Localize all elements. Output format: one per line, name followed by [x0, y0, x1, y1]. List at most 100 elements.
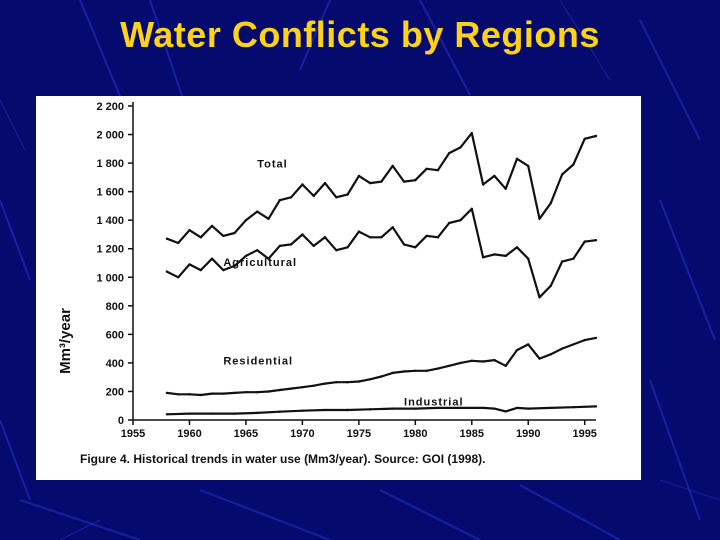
data-point-agricultural: [210, 257, 214, 260]
x-tick-label: 1970: [290, 428, 314, 440]
data-point-total: [177, 241, 180, 245]
data-point-total: [425, 167, 428, 170]
slide-title: Water Conflicts by Regions: [120, 14, 600, 55]
y-tick-label: 600: [106, 329, 124, 341]
data-point-total: [380, 180, 383, 183]
data-point-industrial: [165, 413, 169, 416]
y-tick-label: 1 800: [96, 158, 124, 170]
data-point-residential: [402, 370, 406, 373]
y-tick-label: 2 200: [96, 101, 124, 113]
data-point-residential: [572, 343, 575, 346]
x-tick-label: 1985: [460, 428, 484, 440]
data-point-total: [222, 234, 225, 238]
data-point-residential: [391, 371, 394, 375]
data-point-total: [210, 224, 214, 228]
data-point-industrial: [323, 408, 327, 412]
data-point-agricultural: [177, 276, 180, 279]
data-point-total: [549, 201, 552, 205]
data-point-residential: [583, 338, 586, 342]
data-point-total: [278, 199, 281, 202]
data-point-residential: [549, 353, 552, 356]
data-point-residential: [222, 392, 225, 395]
data-point-residential: [312, 384, 315, 387]
data-point-residential: [346, 381, 349, 384]
y-tick-label: 2 000: [96, 130, 124, 142]
data-point-industrial: [188, 412, 191, 415]
data-point-residential: [368, 378, 372, 381]
data-point-total: [448, 151, 451, 155]
data-point-total: [504, 187, 507, 190]
tick-labels: 0 200 400 600 800 1 000 1 200 1 400 1 600 1 800 2 …: [96, 101, 596, 440]
figure-caption: Figure 4. Historical trends in water use…: [80, 452, 486, 466]
data-point-agricultural: [267, 257, 270, 260]
data-point-total: [572, 163, 575, 166]
x-tick-label: 1995: [572, 428, 596, 440]
data-point-total: [346, 193, 349, 196]
data-point-residential: [256, 391, 259, 394]
y-tick-label: 1 600: [96, 187, 124, 199]
data-point-agricultural: [493, 253, 496, 256]
data-point-residential: [538, 357, 541, 360]
data-point-total: [538, 217, 541, 220]
data-point-agricultural: [244, 254, 248, 258]
data-point-agricultural: [278, 244, 281, 248]
x-tick-label: 1955: [121, 428, 145, 440]
data-point-total: [244, 219, 248, 222]
data-point-total: [368, 181, 372, 185]
data-point-residential: [594, 336, 598, 340]
data-point-agricultural: [560, 260, 564, 263]
y-axis-label: Mm³/year: [57, 308, 74, 374]
data-point-total: [414, 179, 417, 182]
data-point-residential: [199, 393, 202, 397]
y-tick-label: 0: [118, 415, 124, 427]
data-point-residential: [188, 393, 191, 396]
data-point-industrial: [256, 411, 259, 415]
y-tick-label: 1 400: [96, 215, 124, 227]
data-point-industrial: [572, 406, 575, 409]
data-point-residential: [357, 380, 361, 383]
data-point-total: [199, 236, 202, 239]
data-point-residential: [380, 375, 383, 378]
series-labels: Total Agricultural Residential Industrial: [223, 158, 462, 408]
data-point-total: [357, 174, 361, 178]
x-tick-label: 1965: [234, 428, 258, 440]
data-point-industrial: [414, 407, 417, 410]
data-point-total: [481, 183, 485, 186]
data-point-agricultural: [436, 236, 440, 239]
data-point-agricultural: [481, 256, 485, 259]
data-point-industrial: [368, 408, 372, 411]
data-point-industrial: [301, 409, 304, 412]
series-line-agricultural: [166, 207, 597, 299]
data-point-industrial: [391, 407, 394, 410]
data-point-total: [267, 217, 270, 220]
data-point-industrial: [278, 410, 281, 413]
data-point-residential: [210, 392, 214, 395]
data-point-agricultural: [357, 230, 361, 233]
data-point-residential: [425, 369, 428, 372]
chart-axes: [128, 102, 596, 425]
series-line-industrial: [166, 405, 597, 416]
data-point-industrial: [233, 412, 236, 415]
data-point-agricultural: [199, 268, 202, 272]
data-point-agricultural: [470, 207, 473, 210]
data-point-total: [165, 237, 169, 240]
data-point-agricultural: [380, 236, 383, 239]
chart-panel: 0 200 400 600 800 1 000 1 200 1 400 1 600 1 800 2 …: [36, 96, 641, 480]
data-point-total: [515, 157, 519, 160]
data-point-total: [256, 210, 259, 213]
data-point-agricultural: [414, 246, 417, 249]
data-point-total: [312, 194, 315, 198]
data-point-residential: [436, 367, 440, 370]
data-point-residential: [448, 364, 451, 367]
data-point-total: [323, 181, 327, 185]
data-point-industrial: [504, 410, 507, 413]
data-point-residential: [481, 360, 485, 363]
data-point-agricultural: [448, 221, 451, 225]
data-point-residential: [560, 347, 564, 350]
data-point-industrial: [459, 406, 462, 410]
data-point-industrial: [481, 406, 485, 410]
x-tick-label: 1960: [177, 428, 201, 440]
data-point-industrial: [493, 407, 496, 410]
data-point-industrial: [549, 406, 552, 410]
data-point-agricultural: [188, 263, 191, 266]
